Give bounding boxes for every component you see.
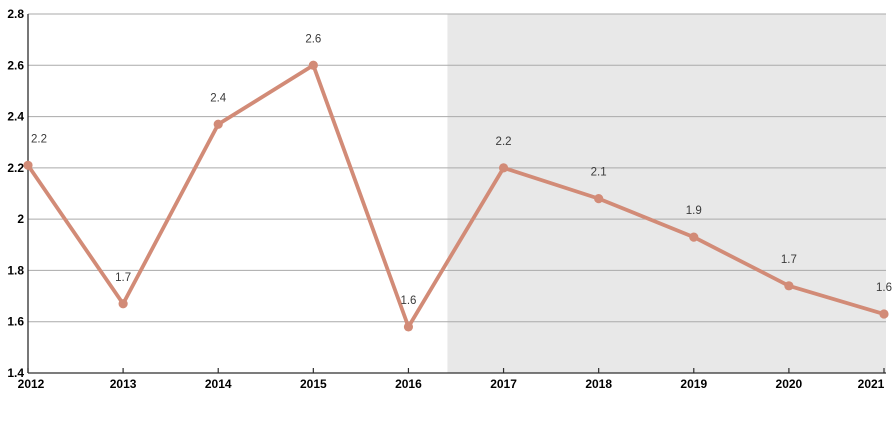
x-axis-tick-label: 2017: [490, 377, 517, 391]
data-point-label: 2.6: [305, 33, 321, 45]
data-point-marker: [879, 309, 889, 319]
data-line: [26, 63, 886, 329]
data-point-marker: [23, 160, 33, 170]
data-point-marker: [689, 232, 699, 242]
y-axis-tick-label: 2.2: [7, 161, 24, 175]
y-axis-tick-label: 1.6: [7, 315, 24, 329]
data-point-label: 2.2: [496, 136, 512, 148]
y-axis-tick-label: 2.6: [7, 58, 24, 72]
data-point-marker: [594, 194, 604, 204]
x-axis-tick-label: 2012: [18, 377, 45, 391]
x-axis-tick-label: 2019: [680, 377, 707, 391]
data-point-marker: [308, 60, 318, 70]
y-axis-tick-label: 2: [17, 212, 24, 226]
x-axis-tick-label: 2014: [205, 377, 232, 391]
x-axis-tick-label: 2013: [110, 377, 137, 391]
data-point-marker: [213, 119, 223, 129]
x-axis-tick-label: 2018: [585, 377, 612, 391]
data-point-label: 2.4: [210, 92, 227, 104]
data-point-marker: [498, 163, 509, 173]
x-axis-tick-label: 2021: [858, 377, 885, 391]
data-point-label: 1.6: [876, 282, 892, 294]
y-axis-tick-label: 1.8: [7, 263, 24, 277]
x-axis-tick-label: 2016: [395, 377, 422, 391]
y-axis-tick-label: 2.8: [7, 7, 24, 21]
x-axis-tick-label: 2020: [776, 377, 803, 391]
data-point-label: 1.9: [686, 205, 702, 217]
data-point-label: 2.1: [591, 167, 607, 179]
data-point-marker: [403, 322, 414, 332]
data-point-label: 1.7: [781, 254, 797, 266]
x-axis-tick-label: 2015: [300, 377, 327, 391]
forecast-shaded-region: [447, 14, 886, 373]
y-axis-tick-label: 2.4: [7, 110, 24, 124]
data-point-marker: [118, 299, 128, 309]
y-axis-tick-label: 1.4: [7, 366, 24, 380]
data-point-label: 1.7: [115, 272, 131, 284]
data-point-label: 2.2: [31, 133, 47, 145]
data-point-label: 1.6: [400, 295, 416, 307]
data-point-marker: [784, 281, 794, 291]
